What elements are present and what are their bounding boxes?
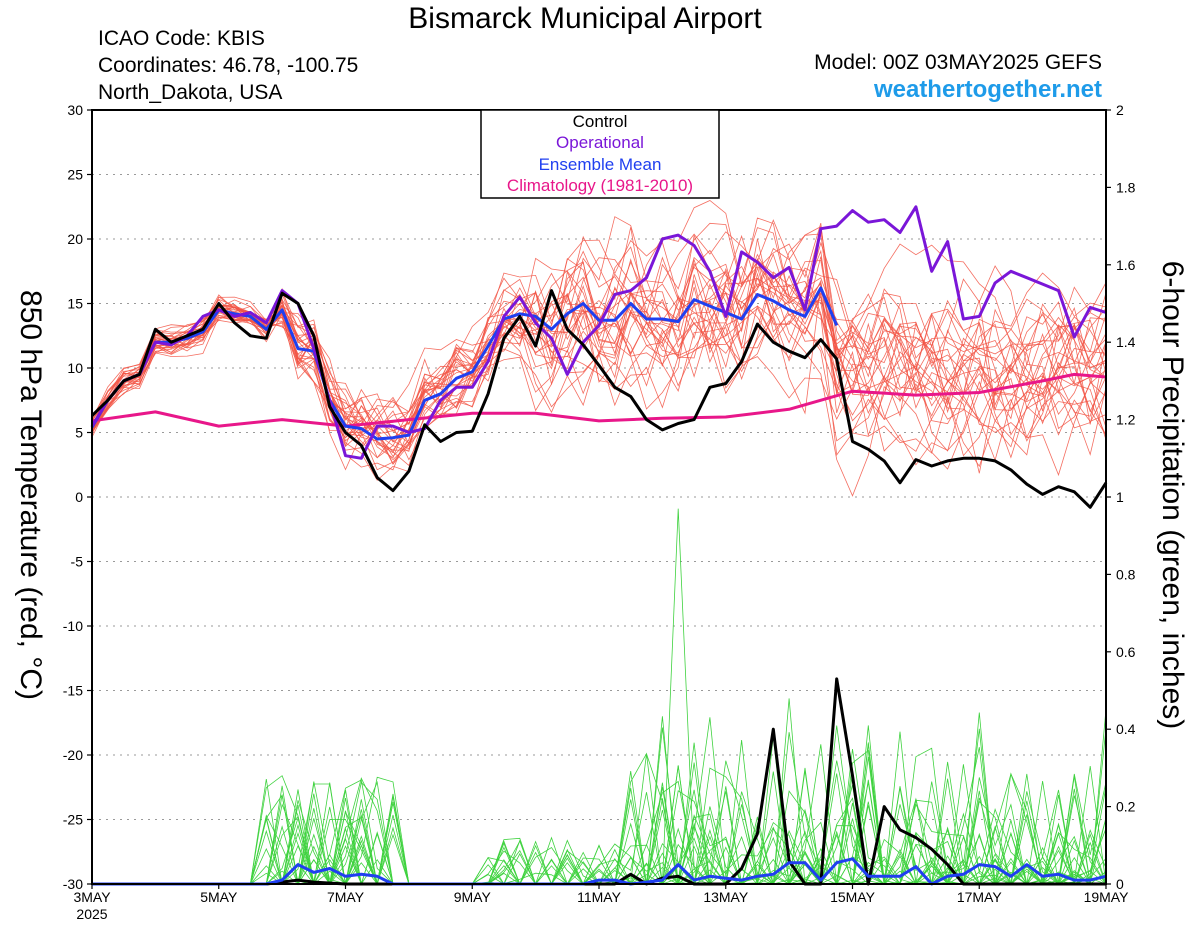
- page-title: Bismarck Municipal Airport: [408, 2, 762, 35]
- legend-ensemble-mean: Ensemble Mean: [539, 155, 662, 174]
- left-tick-label: -15: [63, 683, 83, 699]
- right-tick-label: 2: [1116, 102, 1124, 118]
- temp-member-line: [91, 231, 1107, 465]
- temp-member-line: [91, 265, 1107, 436]
- precip-member-line: [92, 749, 1107, 885]
- temp-member-line: [91, 226, 1107, 456]
- temp-series-ensemble-mean: [90, 286, 839, 441]
- temp-series-control: [90, 289, 1108, 509]
- temp-series-climatology-1981-2010-: [91, 372, 1107, 428]
- precip-member-line: [92, 744, 1107, 886]
- left-tick-label: -20: [63, 747, 83, 763]
- right-tick-label: 1.4: [1116, 334, 1136, 350]
- site-link[interactable]: weathertogether.net: [873, 76, 1102, 103]
- temp-member-line: [91, 253, 1107, 448]
- right-tick-label: 1: [1116, 489, 1124, 505]
- right-tick-label: 0: [1116, 876, 1124, 892]
- x-tick-label: 11MAY: [577, 889, 621, 905]
- precip-member-line: [92, 740, 1106, 886]
- left-tick-label: 15: [67, 296, 83, 312]
- right-tick-label: 1.6: [1116, 257, 1136, 273]
- x-tick-label: 5MAY: [200, 889, 238, 905]
- temp-member-line: [91, 246, 1107, 474]
- x-year-label: 2025: [76, 906, 107, 922]
- x-tick-label: 13MAY: [703, 889, 749, 905]
- series-lines: [90, 205, 1108, 886]
- left-tick-label: -10: [63, 618, 83, 634]
- legend-box: [480, 109, 720, 199]
- left-tick-label: 20: [67, 231, 83, 247]
- precip-member-line: [92, 508, 1106, 885]
- icao-code: ICAO Code: KBIS: [98, 27, 265, 50]
- precip-member-line: [92, 749, 1107, 886]
- region: North_Dakota, USA: [98, 81, 283, 104]
- temp-member-line: [91, 287, 1107, 459]
- left-tick-label: 25: [67, 167, 83, 183]
- precip-series-ensemble-mean: [92, 857, 1107, 886]
- left-tick-label: -25: [63, 812, 83, 828]
- temp-series-operational: [90, 205, 1107, 460]
- precip-member-line: [92, 698, 1107, 886]
- x-tick-label: 7MAY: [327, 889, 365, 905]
- precip-series-control: [92, 677, 1106, 886]
- right-tick-label: 0.2: [1116, 799, 1136, 815]
- x-tick-label: 15MAY: [830, 889, 876, 905]
- x-tick-label: 19MAY: [1084, 889, 1130, 905]
- right-tick-label: 0.4: [1116, 721, 1136, 737]
- x-tick-label: 9MAY: [454, 889, 492, 905]
- x-tick-label: 17MAY: [957, 889, 1003, 905]
- left-tick-label: 10: [67, 360, 83, 376]
- coordinates: Coordinates: 46.78, -100.75: [98, 54, 359, 77]
- x-tick-label: 3MAY: [73, 889, 111, 905]
- temp-member-line: [91, 250, 1107, 461]
- left-tick-label: 5: [75, 425, 83, 441]
- right-tick-label: 1.8: [1116, 179, 1136, 195]
- left-tick-label: -5: [71, 554, 84, 570]
- right-tick-label: 0.8: [1116, 566, 1136, 582]
- left-tick-label: -30: [63, 876, 83, 892]
- left-tick-label: 30: [67, 102, 83, 118]
- temp-member-line: [91, 200, 1107, 477]
- right-tick-label: 1.2: [1116, 412, 1136, 428]
- temp-member-line: [91, 257, 1107, 458]
- legend-control: Control: [573, 112, 628, 131]
- left-tick-label: 0: [75, 489, 83, 505]
- temp-member-line: [91, 216, 1107, 459]
- legend-operational: Operational: [556, 133, 644, 152]
- axis-ticks: 302520151050-5-10-15-20-25-3021.81.61.41…: [63, 102, 1136, 922]
- model-run: Model: 00Z 03MAY2025 GEFS: [814, 51, 1102, 74]
- right-tick-label: 0.6: [1116, 644, 1136, 660]
- legend-climatology: Climatology (1981-2010): [507, 176, 693, 195]
- legend: Control Operational Ensemble Mean Climat…: [480, 109, 720, 199]
